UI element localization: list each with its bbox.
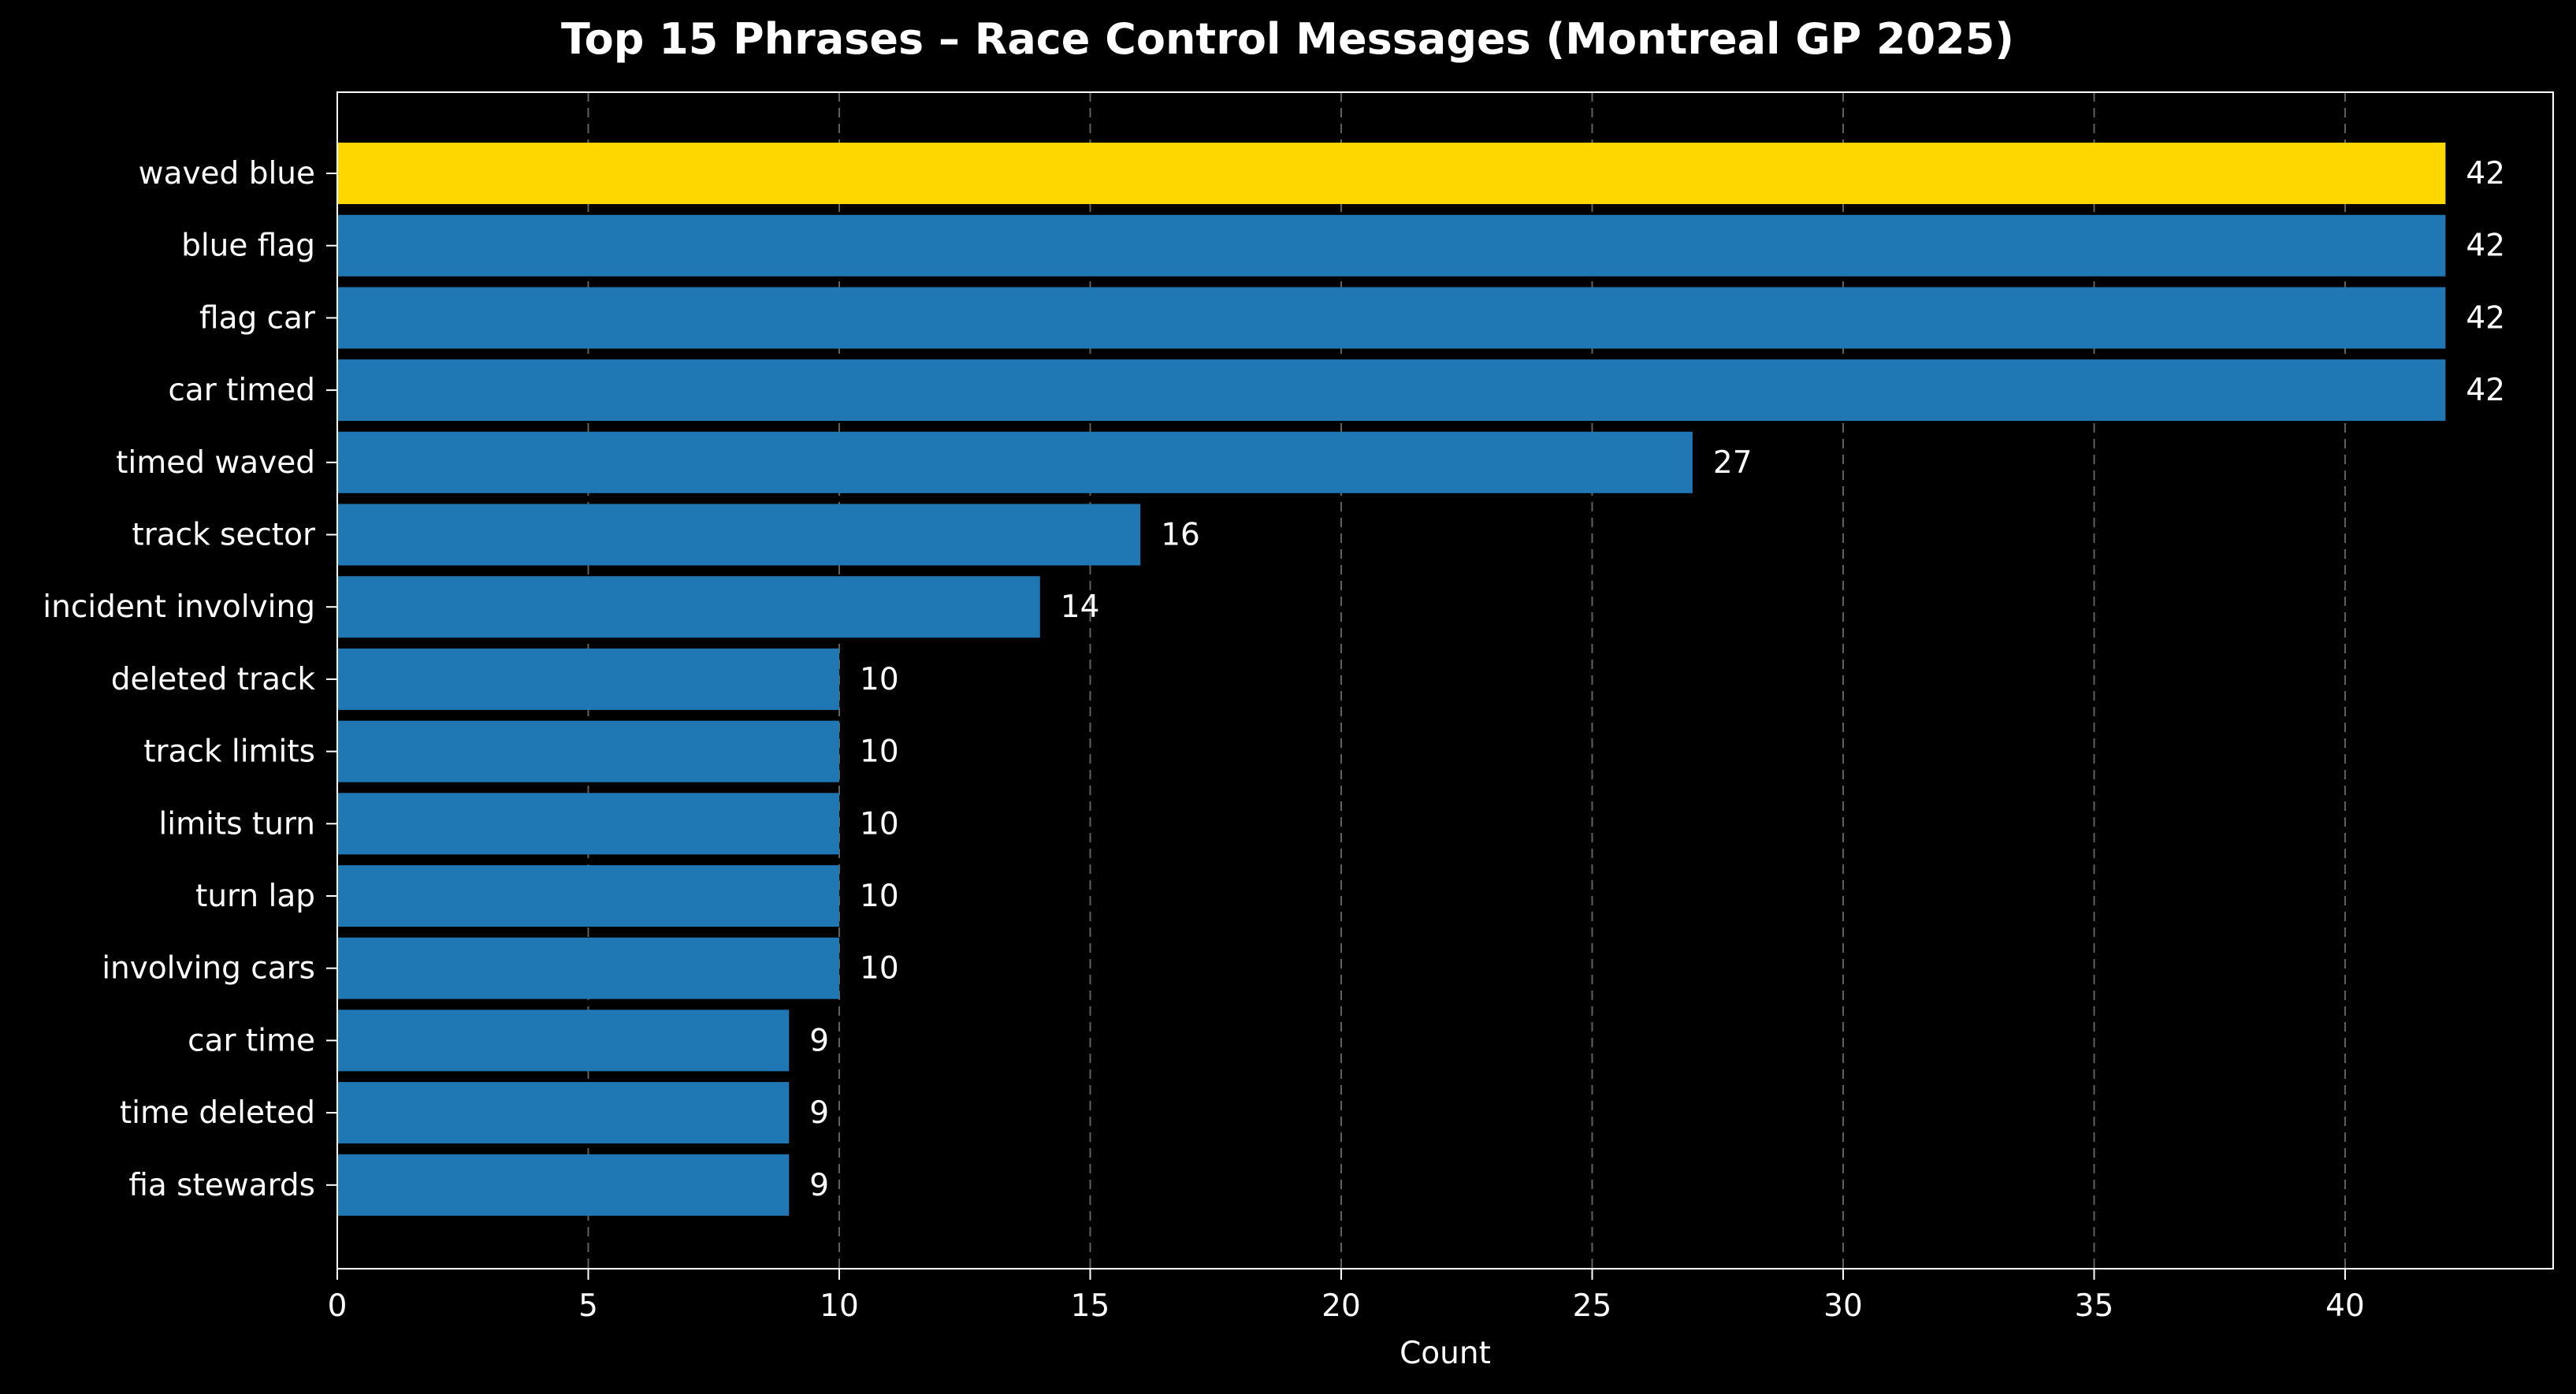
y-tick-label: car time xyxy=(188,1023,315,1058)
bar-value-label: 42 xyxy=(2466,373,2505,408)
bar xyxy=(337,214,2446,277)
chart-title: Top 15 Phrases – Race Control Messages (… xyxy=(561,14,2014,64)
bar-value-label: 14 xyxy=(1061,589,1100,625)
bar xyxy=(337,1009,790,1072)
bar-value-label: 10 xyxy=(860,662,899,697)
plot-frame xyxy=(336,91,2554,1269)
x-tick-label: 20 xyxy=(1321,1288,1361,1324)
bar-value-label: 42 xyxy=(2466,229,2505,264)
y-tick-label: time deleted xyxy=(120,1095,315,1131)
y-tick-label: timed waved xyxy=(116,445,315,481)
bar xyxy=(337,287,2446,349)
x-axis-label: Count xyxy=(1400,1336,1491,1371)
y-tick-label: involving cars xyxy=(102,951,315,987)
y-tick-label: waved blue xyxy=(139,156,315,191)
bar-value-label: 42 xyxy=(2466,300,2505,336)
bar xyxy=(337,1154,790,1216)
bar xyxy=(337,431,1693,493)
x-tick-label: 10 xyxy=(820,1288,859,1324)
bar-value-label: 10 xyxy=(860,879,899,914)
bars xyxy=(337,143,2446,1216)
bar xyxy=(337,504,1141,566)
y-tick-label: track sector xyxy=(132,518,316,553)
bar-value-label: 10 xyxy=(860,734,899,770)
x-tick-label: 25 xyxy=(1573,1288,1612,1324)
value-labels: 42 42 42 42 27 16 14 10 10 10 10 10 9 9 9 xyxy=(809,156,2505,1203)
bar-value-label: 10 xyxy=(860,951,899,987)
bar-value-label: 9 xyxy=(809,1168,829,1203)
y-tick-label: flag car xyxy=(199,300,316,336)
bar-value-label: 10 xyxy=(860,806,899,842)
bar xyxy=(337,865,839,927)
y-tick-label: turn lap xyxy=(195,879,315,914)
x-tick-label: 5 xyxy=(578,1288,598,1324)
bar-value-label: 27 xyxy=(1713,445,1753,481)
y-tick-label: incident involving xyxy=(43,589,315,625)
y-tick-label: blue flag xyxy=(181,229,315,264)
x-tick-label: 15 xyxy=(1071,1288,1110,1324)
bar-value-label: 9 xyxy=(809,1095,829,1131)
x-tick-label: 35 xyxy=(2075,1288,2114,1324)
bar xyxy=(337,793,839,855)
x-tick-label: 30 xyxy=(1823,1288,1863,1324)
y-tick-label: limits turn xyxy=(158,806,315,842)
x-tick-label: 0 xyxy=(328,1288,348,1324)
y-tick-label: track limits xyxy=(143,734,315,770)
bar xyxy=(337,576,1040,638)
bar xyxy=(337,937,839,999)
bar-value-label: 9 xyxy=(809,1023,829,1058)
bar xyxy=(337,143,2446,204)
y-tick-label: fia stewards xyxy=(128,1168,315,1203)
bar xyxy=(337,648,839,710)
bar xyxy=(337,720,839,782)
bar xyxy=(337,1082,790,1144)
bar-value-label: 16 xyxy=(1161,518,1200,553)
x-axis-ticks: 0 5 10 15 20 25 30 35 40 xyxy=(328,1269,2365,1324)
x-tick-label: 40 xyxy=(2325,1288,2365,1324)
y-tick-label: deleted track xyxy=(111,662,316,697)
bar xyxy=(337,359,2446,422)
y-tick-label: car timed xyxy=(168,373,315,408)
bar-value-label: 42 xyxy=(2466,156,2505,191)
y-axis-ticks: waved blue blue flag flag car car timed time… xyxy=(43,156,337,1203)
